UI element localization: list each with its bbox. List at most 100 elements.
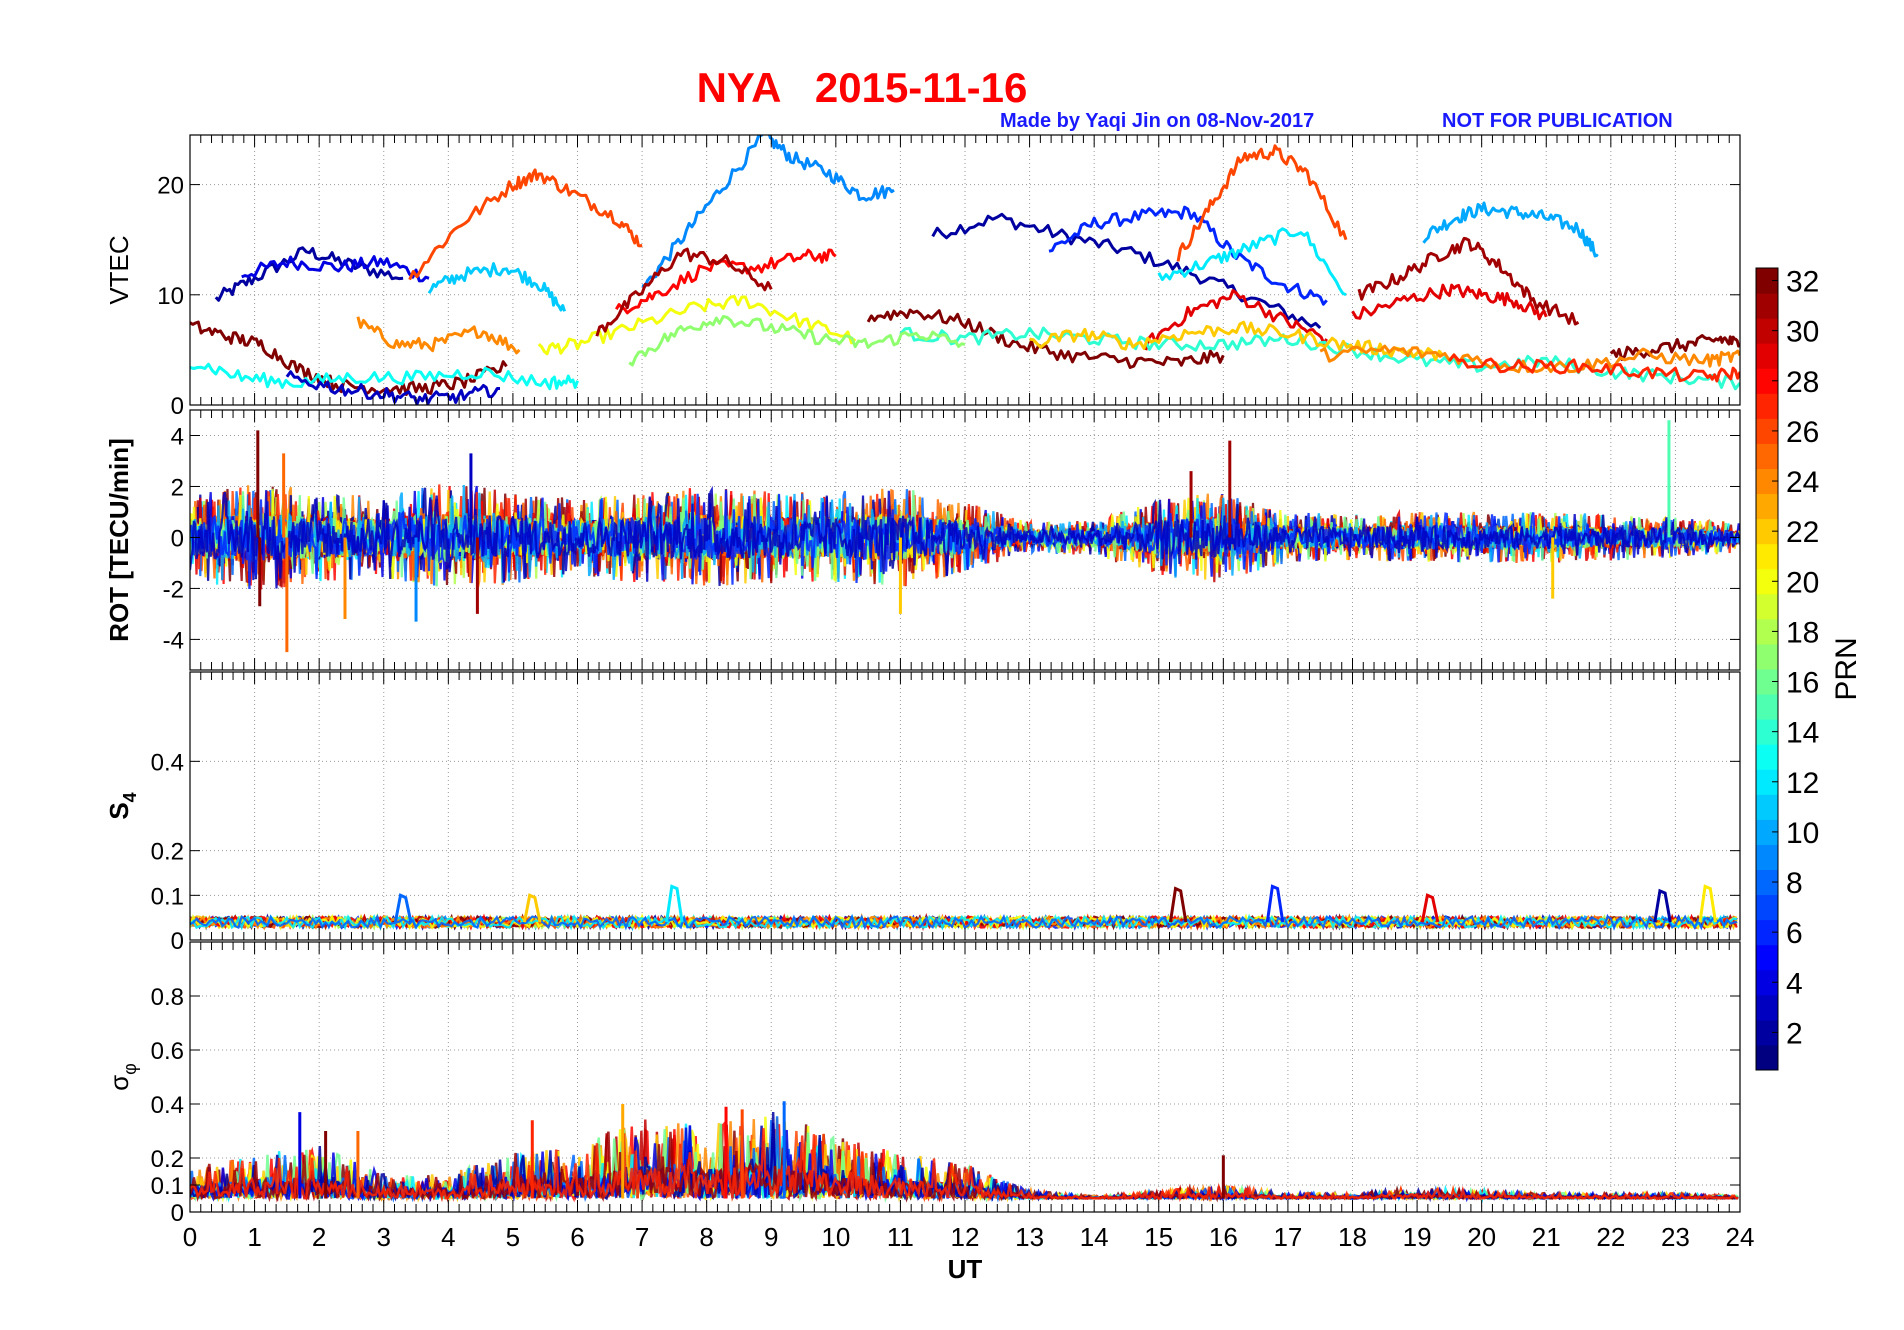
ytick-label: 0 <box>171 525 184 552</box>
grid-rot <box>190 410 1740 670</box>
ytick-label: 10 <box>157 283 184 310</box>
data-sigma_phi <box>190 1101 1739 1204</box>
ytick-label: 0.1 <box>151 883 184 910</box>
colorbar-segment <box>1756 744 1778 770</box>
xtick-label: 15 <box>1144 1222 1173 1252</box>
ytick-label: -2 <box>163 576 184 603</box>
vtec-series-prn-13 <box>190 362 579 391</box>
colorbar-segment <box>1756 393 1778 419</box>
colorbar-segment <box>1756 1044 1778 1071</box>
ticks-s4 <box>200 672 1730 940</box>
panel-vtec: 0 10 20 VTEC <box>104 134 1741 420</box>
colorbar-tick-label: 4 <box>1786 967 1803 1000</box>
ylabel-vtec: VTEC <box>104 235 134 304</box>
data-vtec <box>190 135 1740 405</box>
colorbar-segment <box>1756 618 1778 645</box>
s4-spike-prn-32 <box>1168 886 1188 923</box>
colorbar-tick-label: 32 <box>1786 266 1819 299</box>
s4-spike-prn-2 <box>1653 888 1672 923</box>
vtec-series-prn-24 <box>356 316 521 355</box>
ytick-label: 0.4 <box>151 1092 184 1119</box>
xtick-label: 24 <box>1726 1222 1755 1252</box>
sigma-series-prn-27 <box>190 1128 1739 1203</box>
xtick-label: 10 <box>821 1222 850 1252</box>
s4-spike-prn-8 <box>393 893 413 923</box>
colorbar-segment <box>1756 919 1778 946</box>
xtick-label: 14 <box>1080 1222 1109 1252</box>
colorbar-segment <box>1756 1019 1778 1046</box>
colorbar-segment <box>1756 669 1778 695</box>
xtick-label: 2 <box>312 1222 326 1252</box>
colorbar-segment <box>1756 643 1778 670</box>
colorbar-tick-label: 18 <box>1786 616 1819 649</box>
colorbar-segment <box>1756 719 1778 745</box>
xtick-label: 5 <box>506 1222 520 1252</box>
vtec-series-prn-4 <box>241 255 430 283</box>
vtec-series-prn-32 <box>190 320 508 396</box>
vtec-series-prn-26 <box>408 168 643 281</box>
vtec-series-prn-29 <box>1351 283 1548 321</box>
s4-spike-prn-6 <box>1265 884 1285 923</box>
vtec-series-prn-22 <box>1029 320 1445 362</box>
panel-s4: 0 0.1 0.2 0.4 S4 <box>104 671 1741 955</box>
vtec-series-prn-31 <box>595 247 773 337</box>
ylabel-s4-sub: 4 <box>120 792 140 802</box>
ytick-label: 0.6 <box>151 1038 184 1065</box>
ytick-label: 0.1 <box>151 1173 184 1200</box>
colorbar-tick-label: 24 <box>1786 466 1819 499</box>
xtick-label: 23 <box>1661 1222 1690 1252</box>
s4-series-prn-8 <box>190 913 1738 931</box>
colorbar-segment <box>1756 769 1778 795</box>
colorbar-tick-label: 16 <box>1786 667 1819 700</box>
colorbar-segment <box>1756 418 1778 444</box>
ytick-label: 4 <box>171 423 184 450</box>
colorbar-segment <box>1756 994 1778 1021</box>
xtick-label: 21 <box>1532 1222 1561 1252</box>
ylabel-sigma_phi: σφ <box>104 1063 140 1091</box>
data-s4 <box>190 884 1738 932</box>
colorbar-segment <box>1756 343 1778 369</box>
vtec-series-prn-17 <box>628 315 966 367</box>
colorbar-segment <box>1756 894 1778 921</box>
ytick-label: 20 <box>157 173 184 200</box>
vtec-series-prn-28 <box>615 248 837 315</box>
colorbar-tick-label: 14 <box>1786 717 1819 750</box>
colorbar-tick-label: 30 <box>1786 316 1819 349</box>
ticks-sigma_phi <box>200 942 1730 1212</box>
vtec-series-prn-10 <box>1422 201 1599 258</box>
vtec-series-prn-29 <box>1144 289 1328 351</box>
vtec-series-prn-3 <box>285 370 500 405</box>
xtick-label: 20 <box>1467 1222 1496 1252</box>
colorbar-segment <box>1756 694 1778 720</box>
colorbar-segment <box>1756 493 1778 520</box>
vtec-series-prn-26 <box>1176 144 1348 262</box>
s4-spike-prn-12 <box>665 884 684 923</box>
colorbar-segment <box>1756 593 1778 620</box>
ytick-label: 0 <box>171 928 184 955</box>
ytick-label: 0.4 <box>151 749 184 776</box>
xtick-label: 22 <box>1596 1222 1625 1252</box>
xtick-label: 6 <box>570 1222 584 1252</box>
vtec-series-prn-31 <box>1357 236 1580 326</box>
colorbar-tick-label: 20 <box>1786 566 1819 599</box>
ylabel-sigma-main: σ <box>104 1075 134 1091</box>
s4-series-prn-12 <box>190 913 1738 931</box>
xtick-label: 18 <box>1338 1222 1367 1252</box>
ticks-vtec <box>200 135 1730 405</box>
xtick-label: 4 <box>441 1222 455 1252</box>
colorbar-tick-label: 2 <box>1786 1017 1803 1050</box>
ytick-label: -4 <box>163 627 184 654</box>
s4-spike-prn-21 <box>1698 884 1717 923</box>
vtec-series-prn-2 <box>214 246 404 302</box>
vtec-series-prn-11 <box>427 262 567 312</box>
credit-notice: NOT FOR PUBLICATION <box>1442 110 1673 132</box>
data-rot <box>190 420 1740 653</box>
vtec-series-prn-27 <box>1448 353 1740 383</box>
xtick-label: 13 <box>1015 1222 1044 1252</box>
colorbar-segment <box>1756 844 1778 870</box>
ylabel-sigma-sub: φ <box>120 1063 140 1075</box>
colorbar-segment <box>1756 543 1778 570</box>
vtec-series-prn-6 <box>1048 205 1328 306</box>
